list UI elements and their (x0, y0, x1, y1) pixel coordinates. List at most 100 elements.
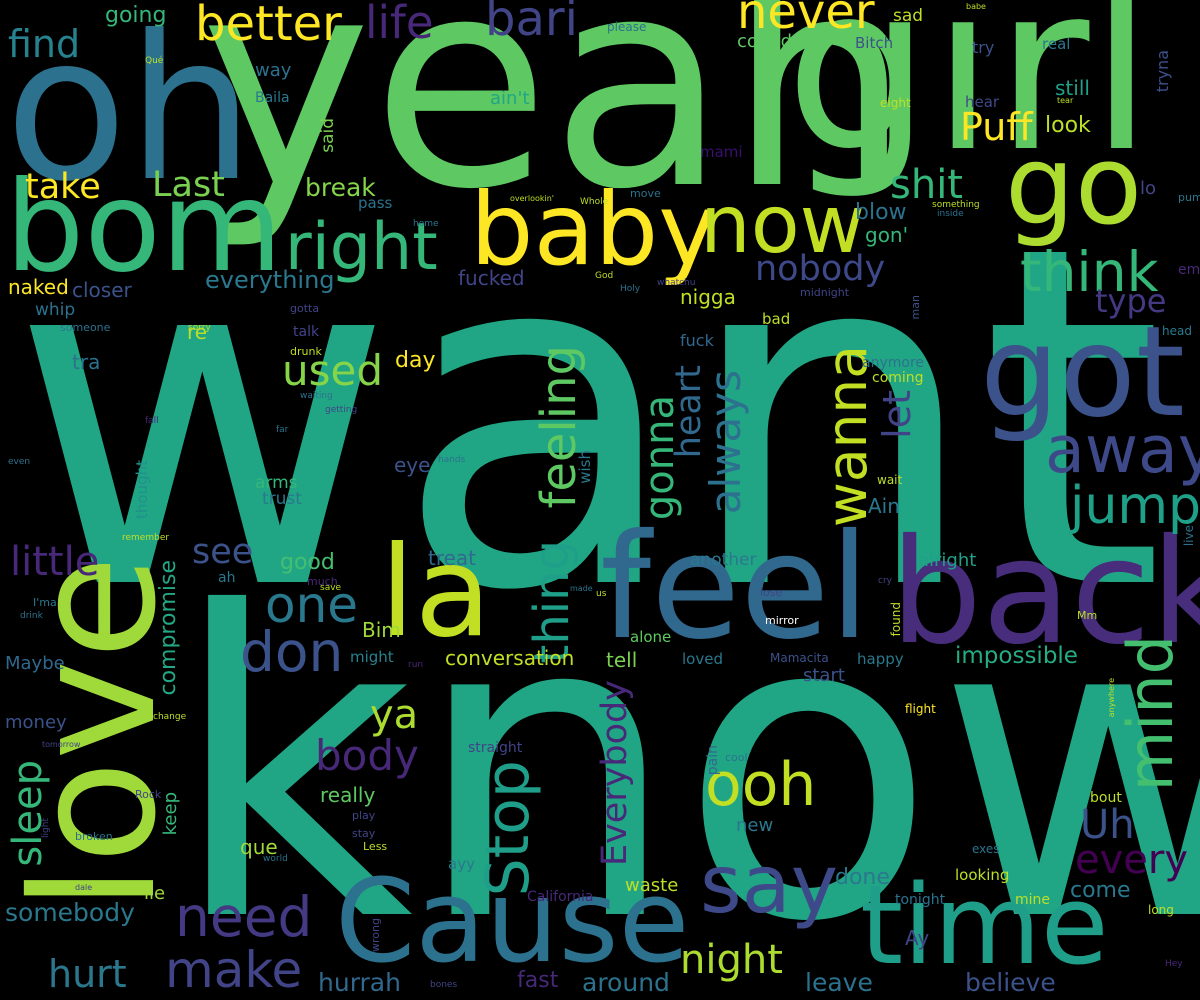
word-ay: Ay (905, 926, 930, 950)
word-broken: broken (75, 830, 113, 843)
word-tell: tell (606, 648, 638, 672)
word-still: still (1055, 76, 1090, 100)
word-every: every (1075, 837, 1189, 883)
word-something: something (932, 200, 980, 210)
word-really: really (320, 783, 376, 807)
word-hurt: hurt (48, 952, 127, 996)
word-bim: Bim (362, 618, 401, 642)
word-always: always (701, 370, 750, 515)
word-bones: bones (430, 980, 458, 990)
word-puff: Puff (960, 105, 1033, 149)
word-god: God (595, 271, 614, 281)
word-que: que (240, 835, 278, 859)
word-conversation: conversation (445, 646, 575, 670)
word-everybody: Everybody (595, 680, 635, 867)
word-mamacita: Mamacita (770, 651, 829, 665)
word-dale: dale (75, 883, 93, 892)
word-whole: Whole (580, 197, 609, 207)
word-much: much (307, 575, 338, 588)
word-bari: bari (485, 0, 578, 47)
word-hear: hear (965, 93, 1000, 111)
word-thought: thought (133, 460, 151, 519)
word-everything: everything (205, 266, 335, 294)
word-somebody: somebody (5, 898, 135, 927)
word-exes: exes (972, 842, 1000, 856)
word-body: body (315, 731, 419, 780)
word-someone: someone (60, 321, 111, 334)
word-save: save (320, 583, 342, 593)
word-naked: naked (8, 275, 69, 299)
word-light: light (41, 818, 51, 838)
word-take: take (25, 167, 101, 207)
word-find: find (8, 22, 81, 66)
word-us: us (596, 589, 607, 599)
word-around: around (582, 968, 670, 997)
word-let: let (875, 390, 919, 439)
word-ya: ya (370, 692, 419, 738)
word-mine: mine (1015, 892, 1051, 908)
word-tomorrow: tomorrow (42, 740, 81, 749)
word-wanna: wanna (815, 345, 879, 528)
word-fuck: fuck (680, 331, 714, 350)
word-man: man (909, 295, 922, 320)
word-far: far (276, 425, 289, 435)
word-time: time (860, 861, 1109, 989)
word-yeah: yeah (200, 0, 912, 253)
word-eye: eye (394, 453, 431, 477)
word-new: new (736, 815, 774, 836)
word-please: please (607, 20, 647, 34)
word-little: little (10, 539, 100, 585)
word-bom: bom (5, 155, 283, 300)
word-tonight: tonight (895, 892, 946, 908)
word-going: going (105, 3, 167, 28)
word-tra: tra (72, 350, 101, 374)
word-que-accent: Qué (145, 56, 164, 66)
word-make: make (165, 941, 303, 999)
word-ain: Ain (868, 494, 900, 518)
word-flight: flight (905, 702, 936, 716)
word-california: California (527, 889, 594, 905)
word-another: another (690, 550, 757, 570)
word-sorry: sorry (188, 323, 211, 333)
word-overlookin: overlookin' (510, 194, 554, 203)
word-em: em (1178, 262, 1200, 278)
word-maybe: Maybe (5, 653, 65, 674)
word-right: right (285, 210, 438, 285)
word-cool: cool (725, 751, 748, 764)
word-re: re (187, 320, 208, 344)
word-money: money (5, 712, 67, 733)
word-happy: happy (857, 650, 904, 668)
word-fast: fast (517, 968, 559, 993)
word-done: done (835, 865, 890, 890)
word-way: way (255, 60, 292, 81)
word-tryna: tryna (1153, 50, 1172, 93)
word-closer: closer (72, 278, 132, 302)
word-see: see (192, 532, 254, 572)
word-believe: believe (965, 968, 1056, 997)
word-babe: babe (966, 2, 986, 11)
word-tear: tear (1057, 96, 1074, 105)
word-hands: hands (438, 455, 466, 465)
word-getting: getting (325, 405, 358, 415)
word-coming: coming (872, 370, 924, 386)
word-ooh: ooh (705, 750, 817, 820)
word-long: long (1148, 903, 1174, 917)
word-stay: stay (352, 827, 376, 840)
word-think: think (1020, 240, 1159, 304)
word-la: la (380, 520, 492, 665)
word-play: play (352, 809, 376, 822)
word-back: back (890, 508, 1200, 677)
word-night: night (680, 937, 783, 983)
word-lose: lose (760, 586, 783, 599)
word-mm: Mm (1077, 609, 1098, 622)
word-look: look (1045, 113, 1091, 138)
word-bout: bout (1090, 790, 1122, 806)
word-found: found (889, 602, 903, 637)
word-hurrah: hurrah (318, 968, 401, 997)
word-eight: eight (880, 96, 911, 110)
word-rock: Rock (135, 788, 162, 801)
word-come: come (1070, 878, 1131, 903)
word-waste: waste (625, 875, 679, 896)
word-sad: sad (893, 6, 924, 26)
word-move: move (630, 187, 661, 200)
